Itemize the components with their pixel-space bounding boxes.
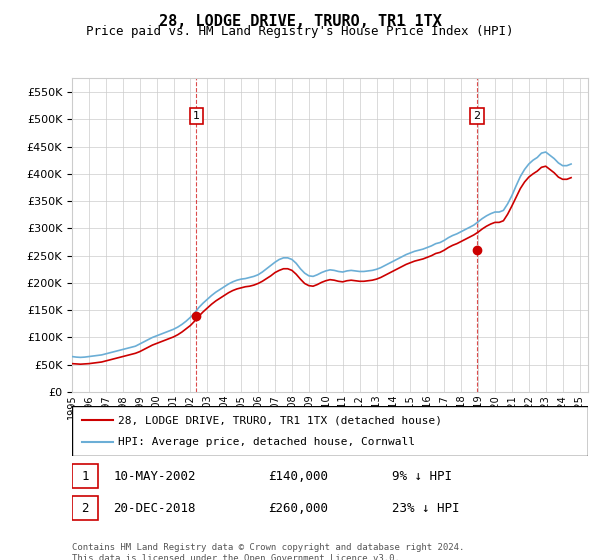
Text: £140,000: £140,000 [268,469,328,483]
Text: 28, LODGE DRIVE, TRURO, TR1 1TX (detached house): 28, LODGE DRIVE, TRURO, TR1 1TX (detache… [118,415,442,425]
Text: Contains HM Land Registry data © Crown copyright and database right 2024.
This d: Contains HM Land Registry data © Crown c… [72,543,464,560]
FancyBboxPatch shape [72,496,98,520]
Text: 2: 2 [81,502,89,515]
Text: £260,000: £260,000 [268,502,328,515]
Text: 1: 1 [81,469,89,483]
Text: Price paid vs. HM Land Registry's House Price Index (HPI): Price paid vs. HM Land Registry's House … [86,25,514,38]
Text: 23% ↓ HPI: 23% ↓ HPI [392,502,460,515]
Text: 1: 1 [193,111,200,121]
Text: HPI: Average price, detached house, Cornwall: HPI: Average price, detached house, Corn… [118,437,415,447]
Text: 9% ↓ HPI: 9% ↓ HPI [392,469,452,483]
Text: 10-MAY-2002: 10-MAY-2002 [113,469,196,483]
Text: 28, LODGE DRIVE, TRURO, TR1 1TX: 28, LODGE DRIVE, TRURO, TR1 1TX [158,14,442,29]
FancyBboxPatch shape [72,464,98,488]
Text: 20-DEC-2018: 20-DEC-2018 [113,502,196,515]
FancyBboxPatch shape [72,406,588,456]
Text: 2: 2 [473,111,481,121]
